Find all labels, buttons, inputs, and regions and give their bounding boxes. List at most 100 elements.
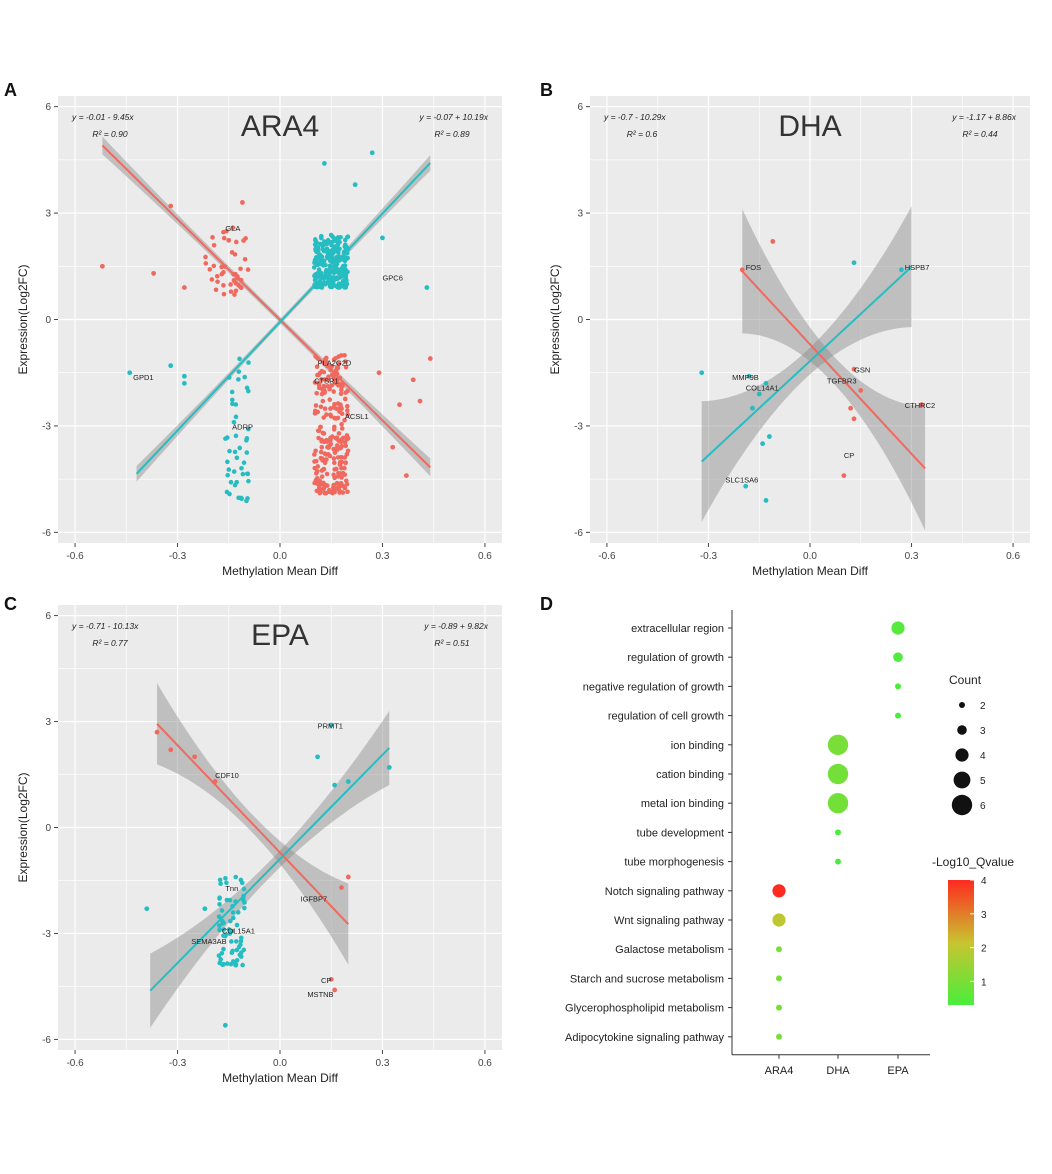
- term-label: Starch and sucrose metabolism: [570, 973, 724, 985]
- x-tick-label: 0.0: [803, 551, 817, 562]
- term-label: metal ion binding: [641, 798, 724, 810]
- data-point-red: [338, 454, 344, 460]
- data-point-red: [333, 416, 339, 421]
- enrichment-dot: [776, 1004, 782, 1011]
- data-point-cyan: [221, 933, 226, 938]
- data-point-cyan: [228, 918, 233, 924]
- data-point-cyan: [244, 450, 250, 455]
- data-point-red: [329, 363, 335, 369]
- data-point-cyan: [181, 373, 187, 379]
- data-point-red: [232, 278, 237, 284]
- data-point-red: [229, 250, 235, 255]
- data-point-red: [151, 270, 157, 276]
- data-point-red: [317, 485, 322, 491]
- y-tick-label: 3: [45, 717, 51, 728]
- data-point-cyan: [369, 150, 375, 156]
- term-label: Adipocytokine signaling pathway: [565, 1032, 724, 1044]
- data-point-red: [322, 451, 328, 456]
- data-point-cyan: [240, 962, 245, 968]
- data-point-cyan: [345, 234, 350, 240]
- data-point-cyan: [216, 914, 222, 919]
- data-point-red: [319, 391, 325, 397]
- data-point-red: [340, 470, 346, 476]
- data-point-red: [324, 483, 330, 488]
- data-point-red: [209, 277, 215, 282]
- x-tick-label: 0.6: [1006, 551, 1020, 562]
- data-point-cyan: [233, 962, 239, 968]
- gene-label: CP: [321, 976, 331, 985]
- data-point-cyan: [327, 256, 332, 261]
- data-point-red: [192, 754, 198, 760]
- data-point-red: [331, 389, 336, 394]
- regression-line-cyan: [149, 747, 391, 992]
- equation-right: y = -0.07 + 10.19x: [418, 112, 488, 122]
- data-point-cyan: [312, 260, 317, 266]
- data-point-cyan: [238, 950, 244, 956]
- y-tick-label: -3: [42, 421, 51, 432]
- regression-line-cyan: [701, 265, 913, 463]
- data-point-red: [343, 443, 349, 449]
- data-point-red: [210, 235, 215, 240]
- data-point-cyan: [221, 927, 227, 932]
- data-point-cyan: [168, 363, 174, 369]
- data-point-cyan: [226, 467, 232, 472]
- data-point-cyan: [229, 397, 235, 403]
- data-point-cyan: [144, 906, 150, 912]
- count-legend-dot: [953, 771, 971, 789]
- data-point-red: [343, 390, 348, 395]
- data-point-red: [214, 273, 220, 279]
- data-point-cyan: [229, 939, 234, 944]
- data-point-red: [314, 480, 319, 486]
- data-point-cyan: [756, 391, 762, 397]
- term-label: negative regulation of growth: [583, 681, 724, 693]
- data-point-red: [322, 388, 327, 394]
- x-tick-label: 0.0: [273, 551, 287, 562]
- data-point-cyan: [386, 765, 392, 770]
- gene-label: PRMT1: [318, 722, 343, 731]
- data-point-cyan: [232, 449, 238, 455]
- enrichment-dot: [895, 683, 901, 690]
- data-point-cyan: [219, 908, 225, 913]
- r-squared-right: R² = 0.51: [434, 638, 469, 648]
- count-legend-label: 6: [980, 801, 986, 812]
- data-point-cyan: [424, 285, 430, 290]
- data-point-red: [332, 401, 337, 407]
- data-point-red: [344, 433, 350, 438]
- data-point-cyan: [236, 377, 241, 382]
- data-point-cyan: [229, 950, 235, 956]
- enrichment-dot: [776, 975, 782, 982]
- data-point-red: [332, 987, 338, 993]
- data-point-red: [326, 451, 331, 457]
- data-point-red: [417, 398, 423, 404]
- data-point-red: [337, 409, 342, 414]
- enrichment-dot: [835, 829, 841, 836]
- data-point-cyan: [238, 935, 244, 941]
- data-point-cyan: [242, 374, 247, 380]
- data-point-cyan: [750, 405, 755, 411]
- data-point-red: [215, 279, 220, 285]
- data-point-red: [221, 235, 227, 241]
- r-squared-left: R² = 0.90: [92, 129, 127, 139]
- count-legend-dot: [959, 702, 965, 708]
- count-legend-label: 5: [980, 776, 986, 787]
- data-point-cyan: [227, 448, 232, 454]
- gene-label: IGFBP7: [300, 895, 327, 904]
- enrichment-dot: [776, 1033, 782, 1040]
- y-tick-label: -6: [42, 528, 51, 539]
- enrichment-dot: [827, 734, 849, 755]
- term-label: Galactose metabolism: [615, 944, 724, 956]
- y-tick-label: 6: [45, 611, 51, 622]
- data-point-red: [339, 421, 344, 427]
- data-point-cyan: [236, 369, 242, 374]
- data-point-red: [390, 444, 396, 450]
- equation-right: y = -1.17 + 8.86x: [951, 112, 1017, 122]
- data-point-red: [316, 385, 322, 391]
- data-point-red: [168, 203, 174, 209]
- data-point-red: [240, 200, 245, 205]
- data-point-cyan: [352, 182, 358, 188]
- data-point-red: [328, 412, 333, 418]
- enrichment-dot: [891, 621, 905, 635]
- gene-label: COL15A1: [222, 926, 255, 935]
- gene-label: GSN: [854, 366, 870, 375]
- data-point-cyan: [316, 267, 322, 272]
